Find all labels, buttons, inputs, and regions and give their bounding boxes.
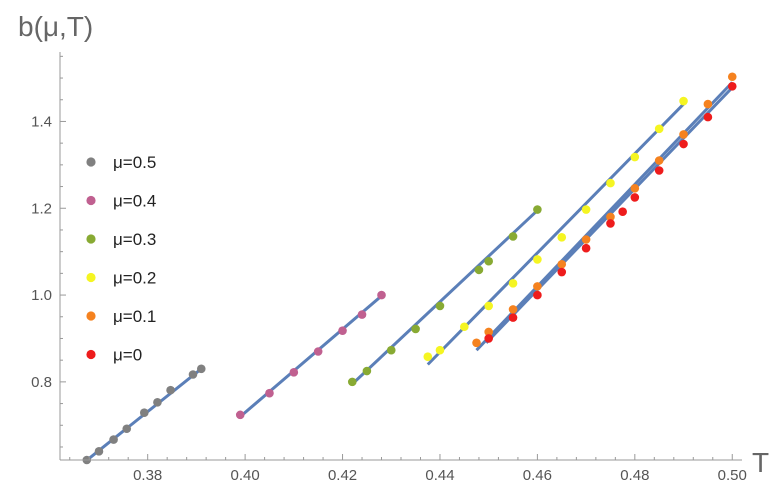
legend-label: μ=0.5 [113, 153, 156, 172]
legend-label: μ=0 [113, 346, 142, 365]
legend-label: μ=0.3 [113, 230, 156, 249]
data-point [122, 424, 132, 434]
data-point [654, 156, 664, 165]
data-point [109, 435, 118, 444]
data-point [679, 96, 688, 106]
y-ticks: 0.8 1.0 1.2 1.4 [31, 55, 66, 448]
x-ticks: 0.38 0.40 0.42 0.44 0.46 0.48 0.50 [69, 454, 747, 484]
data-point [508, 232, 518, 241]
data-point [630, 183, 640, 193]
data-point [484, 301, 493, 311]
data-point [581, 243, 591, 253]
data-point [703, 99, 713, 109]
data-point [508, 305, 518, 314]
data-point [235, 410, 245, 420]
data-point [188, 370, 198, 379]
y-tick-label: 1.2 [31, 200, 52, 217]
legend-label: μ=0.1 [113, 307, 156, 326]
data-point [347, 377, 357, 387]
data-point [362, 366, 372, 376]
y-axis-title: b(μ,T) [18, 11, 93, 42]
data-point [533, 290, 542, 300]
data-point [727, 81, 737, 91]
data-point [581, 235, 591, 244]
data-point [533, 282, 542, 291]
legend-marker [86, 349, 96, 360]
data-point [630, 152, 640, 162]
fit-lines [83, 81, 734, 464]
data-point [703, 112, 713, 122]
data-point [265, 388, 274, 398]
legend-marker [86, 272, 96, 283]
x-tick-label: 0.42 [328, 467, 357, 484]
x-tick-label: 0.46 [523, 467, 552, 484]
data-point [557, 267, 567, 277]
data-point [654, 166, 664, 175]
data-point [557, 259, 567, 269]
legend-marker [86, 234, 96, 244]
data-point [338, 326, 347, 335]
y-tick-label: 0.8 [31, 374, 52, 391]
data-point [94, 447, 104, 456]
legend-label: μ=0.2 [113, 269, 156, 288]
y-tick-label: 1.4 [31, 113, 52, 130]
fit-line [426, 103, 685, 366]
data-point [484, 327, 493, 337]
data-point [654, 124, 664, 134]
data-point [357, 310, 367, 319]
data-point [630, 193, 640, 202]
data-point [533, 205, 542, 214]
data-point [411, 324, 420, 334]
data-point [727, 72, 737, 82]
data-point [508, 313, 518, 322]
data-point [289, 368, 299, 377]
fit-line [351, 209, 539, 386]
data-point [618, 207, 627, 217]
x-tick-label: 0.44 [425, 467, 454, 484]
data-point [423, 352, 433, 361]
data-point [472, 338, 481, 348]
data-point [377, 290, 386, 300]
data-point [557, 233, 567, 242]
data-point [533, 255, 542, 264]
data-point [508, 279, 518, 288]
data-point [484, 334, 493, 343]
data-point [435, 345, 445, 355]
x-axis-title: T [752, 447, 769, 478]
fit-line [239, 294, 383, 418]
data-point [606, 212, 615, 222]
legend-marker [86, 311, 96, 321]
data-points [82, 72, 737, 465]
data-point [679, 130, 688, 139]
data-point [581, 205, 591, 214]
data-point [386, 345, 396, 355]
legend-label: μ=0.4 [113, 192, 156, 211]
data-point [435, 301, 445, 311]
data-point [606, 178, 615, 188]
data-point [139, 408, 149, 417]
data-point [679, 139, 688, 149]
data-point [196, 364, 206, 374]
data-point [606, 219, 615, 228]
legend-marker [86, 195, 96, 206]
y-tick-label: 1.0 [31, 287, 52, 304]
data-point [166, 385, 175, 395]
data-point [313, 347, 323, 356]
legend: μ=0.5 μ=0.4 μ=0.3 μ=0.2 μ=0.1 μ=0 [86, 153, 156, 365]
x-tick-label: 0.48 [620, 467, 649, 484]
x-tick-label: 0.50 [718, 467, 747, 484]
x-tick-label: 0.40 [231, 467, 260, 484]
data-point [474, 265, 484, 275]
legend-marker [86, 157, 96, 167]
fit-line [475, 81, 734, 352]
data-point [153, 397, 162, 407]
data-point [460, 322, 469, 332]
data-point [484, 256, 493, 266]
x-tick-label: 0.38 [133, 467, 162, 484]
